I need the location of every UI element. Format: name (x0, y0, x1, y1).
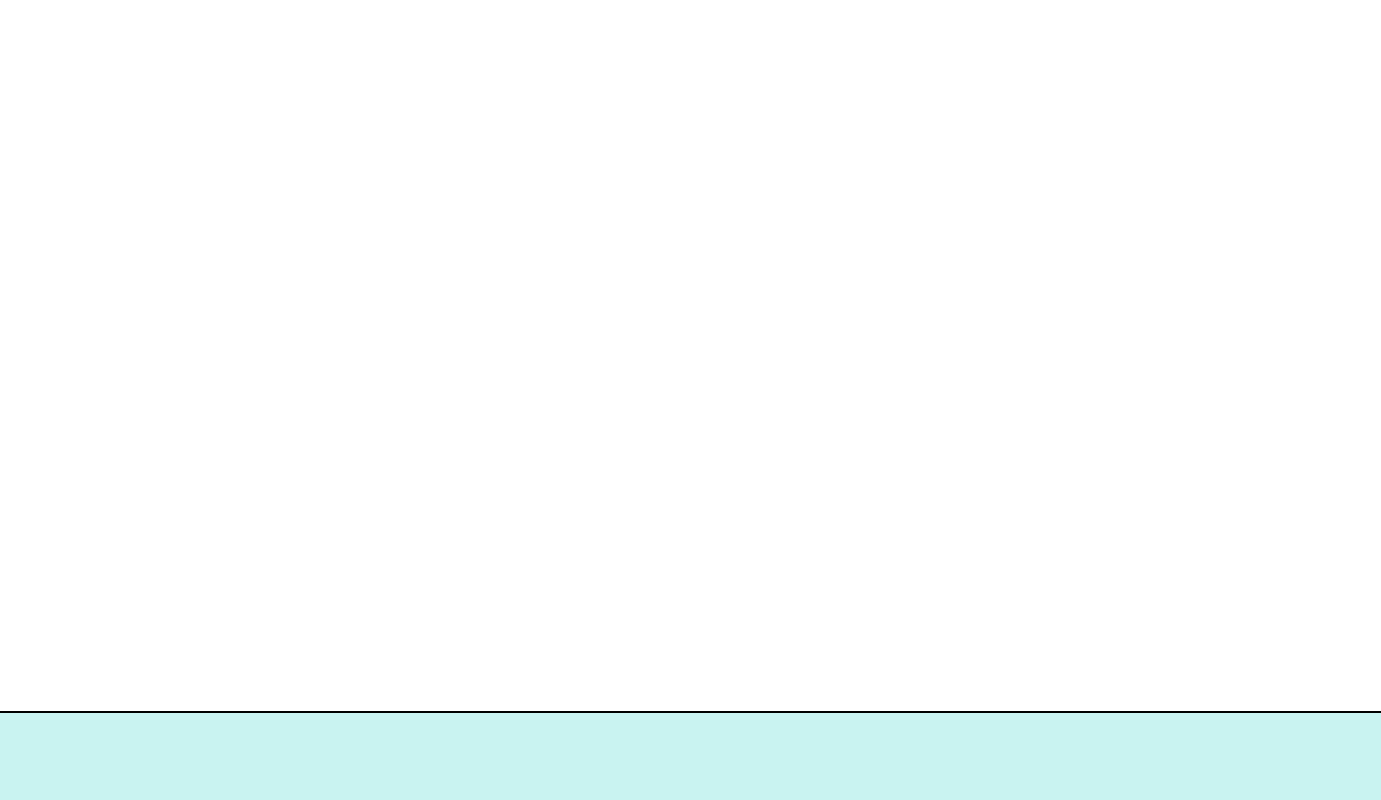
weather-chart-svg (0, 0, 1381, 710)
stats-table (0, 711, 1381, 800)
